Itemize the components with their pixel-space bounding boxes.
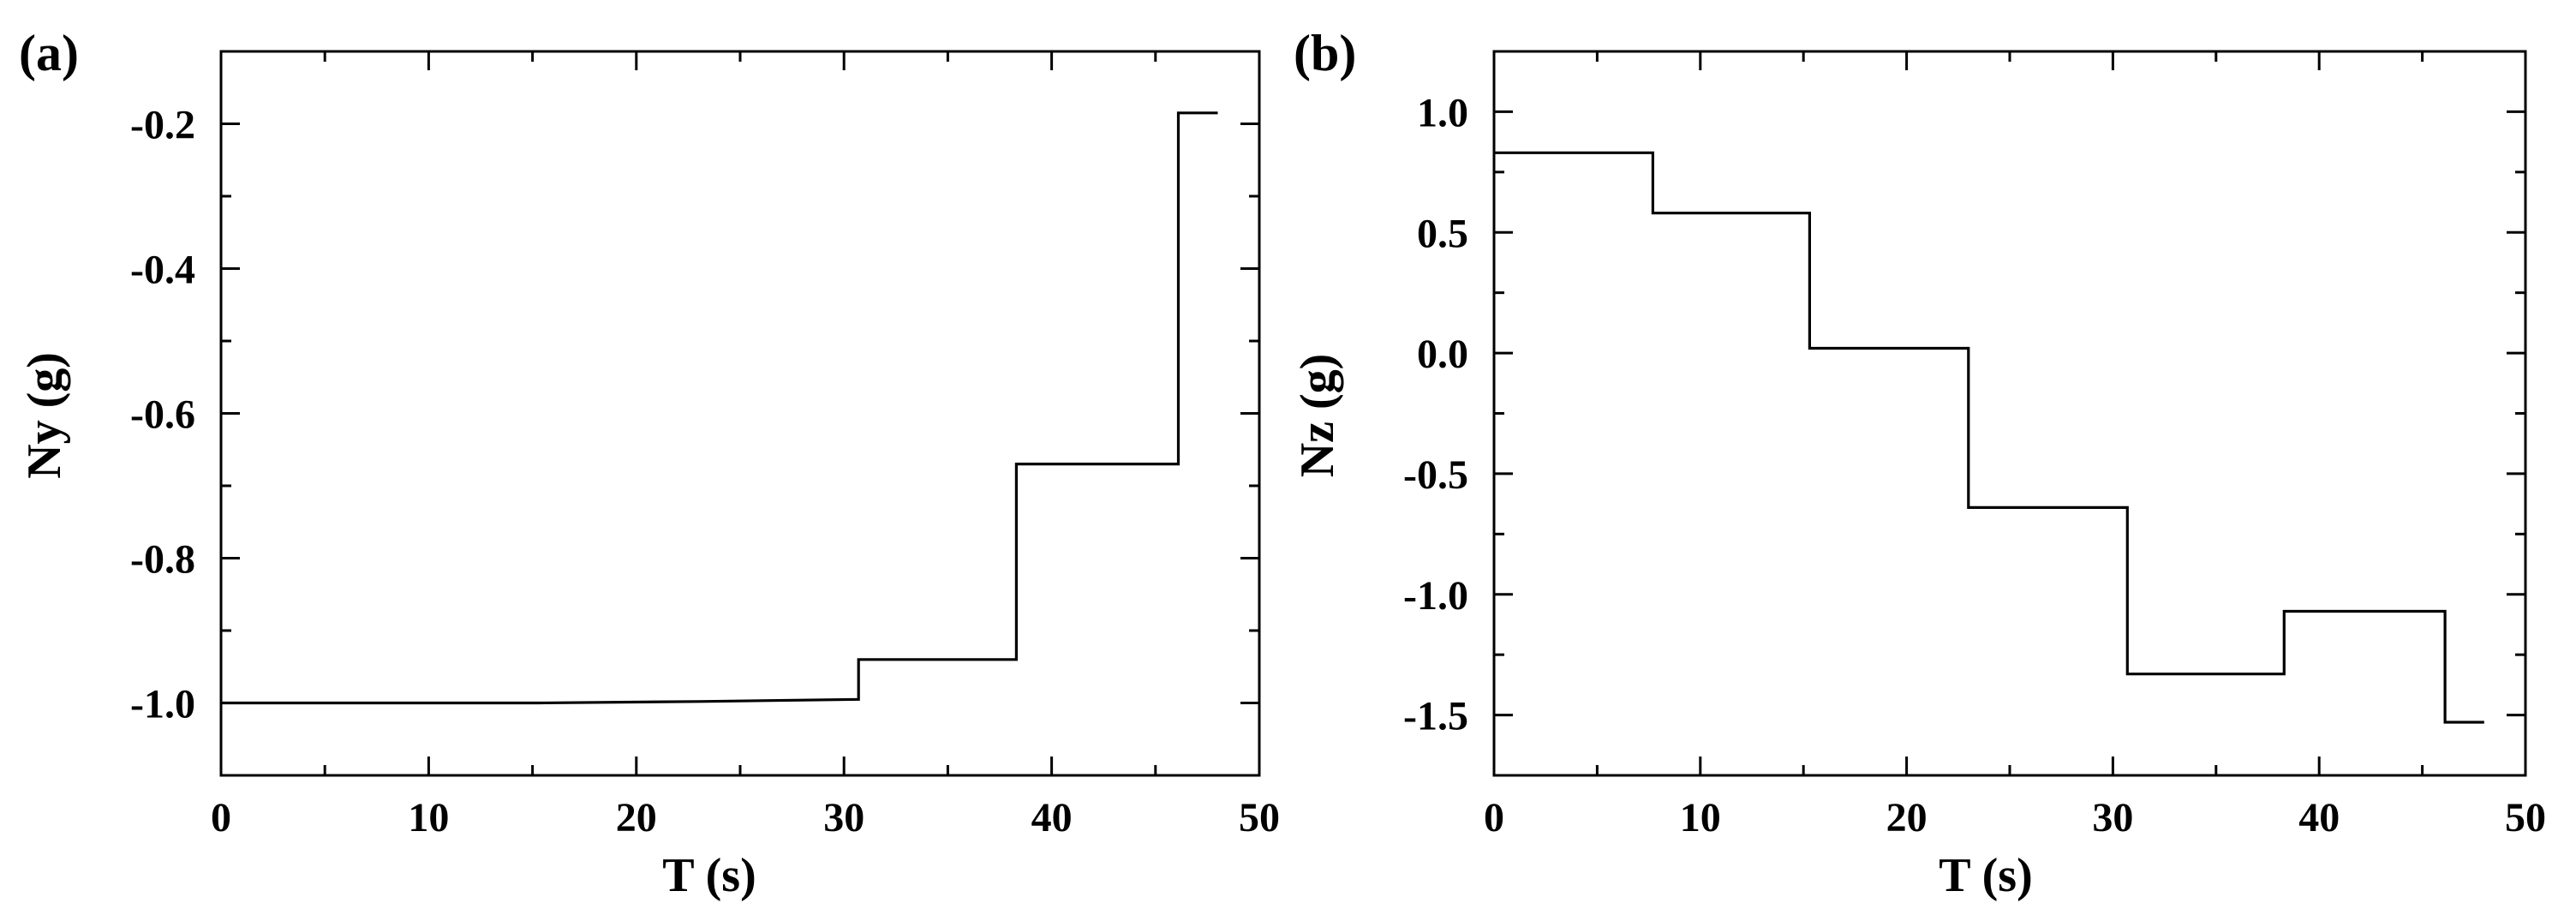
panel-b: (b) Nz (g) T (s) 0 10 20 30 40 50 -1.5 -1.0 -0.5… — [1291, 25, 2546, 902]
panel-a-y-tick-label: -0.6 — [130, 392, 195, 438]
panel-b-x-tick-label: 0 — [1484, 795, 1504, 840]
panel-b-label: (b) — [1294, 25, 1356, 81]
panel-a-x-tick-label: 50 — [1239, 795, 1280, 840]
panel-b-y-tick-label: -1.5 — [1403, 694, 1468, 739]
panel-b-x-tick-label: 20 — [1886, 795, 1928, 840]
panel-b-x-tick-label: 10 — [1680, 795, 1721, 840]
panel-b-y-axis-label: Nz (g) — [1291, 354, 1344, 478]
panel-a-y-tick-label: -0.2 — [130, 103, 195, 148]
panel-a: (a) Ny (g) T (s) 0 10 20 30 40 50 -1.0 -0.8 -0.6… — [18, 25, 1280, 902]
panel-b-series-line — [1494, 151, 2484, 724]
panel-a-y-axis-label: Ny (g) — [18, 352, 71, 479]
panel-a-x-tick-label: 0 — [211, 795, 231, 840]
panel-a-x-tick-label: 20 — [616, 795, 657, 840]
panel-a-y-tick-label: -0.4 — [130, 248, 195, 293]
panel-b-x-tick-label: 30 — [2092, 795, 2133, 840]
panel-b-x-tick-label: 50 — [2505, 795, 2546, 840]
panel-a-y-tick-label: -1.0 — [130, 682, 195, 727]
panel-a-x-tick-label: 40 — [1031, 795, 1073, 840]
panel-b-x-tick-label: 40 — [2298, 795, 2340, 840]
panel-a-y-tick-label: -0.8 — [130, 537, 195, 583]
panel-b-y-tick-label: 1.0 — [1417, 90, 1468, 135]
panel-a-plot-area: 0 10 20 30 40 50 -1.0 -0.8 -0.6 -0.4 -0.2 — [130, 50, 1280, 840]
panel-a-x-tick-label: 30 — [823, 795, 864, 840]
panel-b-plot-area: 0 10 20 30 40 50 -1.5 -1.0 -0.5 0.0 0.5 1.0 — [1403, 50, 2546, 840]
panel-b-y-tick-label: -1.0 — [1403, 573, 1468, 619]
panel-a-frame — [219, 50, 1261, 777]
panel-b-y-tick-label: -0.5 — [1403, 452, 1468, 498]
panel-b-x-axis-label: T (s) — [1939, 849, 2032, 902]
panel-a-series-line — [221, 111, 1218, 705]
panel-a-label: (a) — [19, 25, 79, 81]
panel-b-y-tick-label: 0.5 — [1417, 211, 1468, 256]
panel-a-x-tick-label: 10 — [408, 795, 449, 840]
panel-a-x-axis-label: T (s) — [662, 849, 756, 902]
panel-b-y-tick-label: 0.0 — [1417, 332, 1468, 377]
panel-b-frame — [1492, 50, 2527, 777]
